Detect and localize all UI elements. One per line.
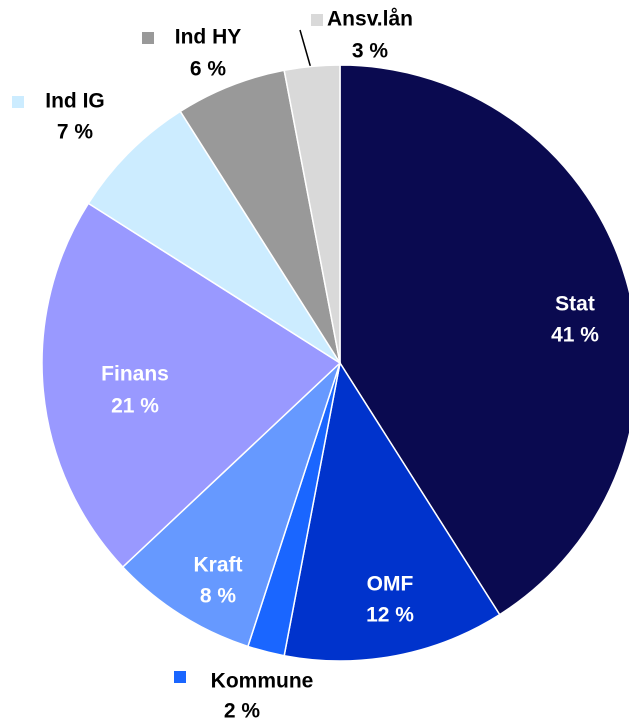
legend-swatch	[142, 32, 154, 44]
pie-slice	[41, 202, 342, 569]
slice-label: Stat	[555, 293, 595, 316]
slice-value: 6 %	[190, 58, 227, 81]
legend-swatch	[311, 14, 323, 26]
slice-value: 2 %	[224, 700, 261, 721]
legend-swatch	[174, 671, 186, 683]
pie-slice	[121, 362, 341, 648]
legend-swatch	[12, 96, 24, 108]
slice-label: Kommune	[211, 670, 314, 693]
slice-value: 41 %	[551, 324, 599, 347]
pie-slice	[87, 110, 341, 364]
slice-value: 3 %	[352, 40, 389, 63]
pie-slice	[339, 64, 629, 616]
slice-value: 7 %	[57, 121, 94, 144]
pie-slice	[283, 360, 501, 662]
slice-value: 12 %	[366, 604, 414, 627]
leader-line	[299, 29, 313, 73]
slice-label: OMF	[367, 573, 414, 596]
slice-value: 8 %	[200, 585, 237, 608]
slice-label: Kraft	[193, 554, 242, 577]
pie-slice	[283, 64, 341, 364]
slice-label: Ansv.lån	[327, 8, 413, 31]
slice-value: 21 %	[111, 395, 159, 418]
slices	[41, 64, 629, 662]
slice-label: Ind IG	[45, 90, 105, 113]
slice-label: Finans	[101, 363, 169, 386]
slice-label: Ind HY	[175, 26, 242, 49]
